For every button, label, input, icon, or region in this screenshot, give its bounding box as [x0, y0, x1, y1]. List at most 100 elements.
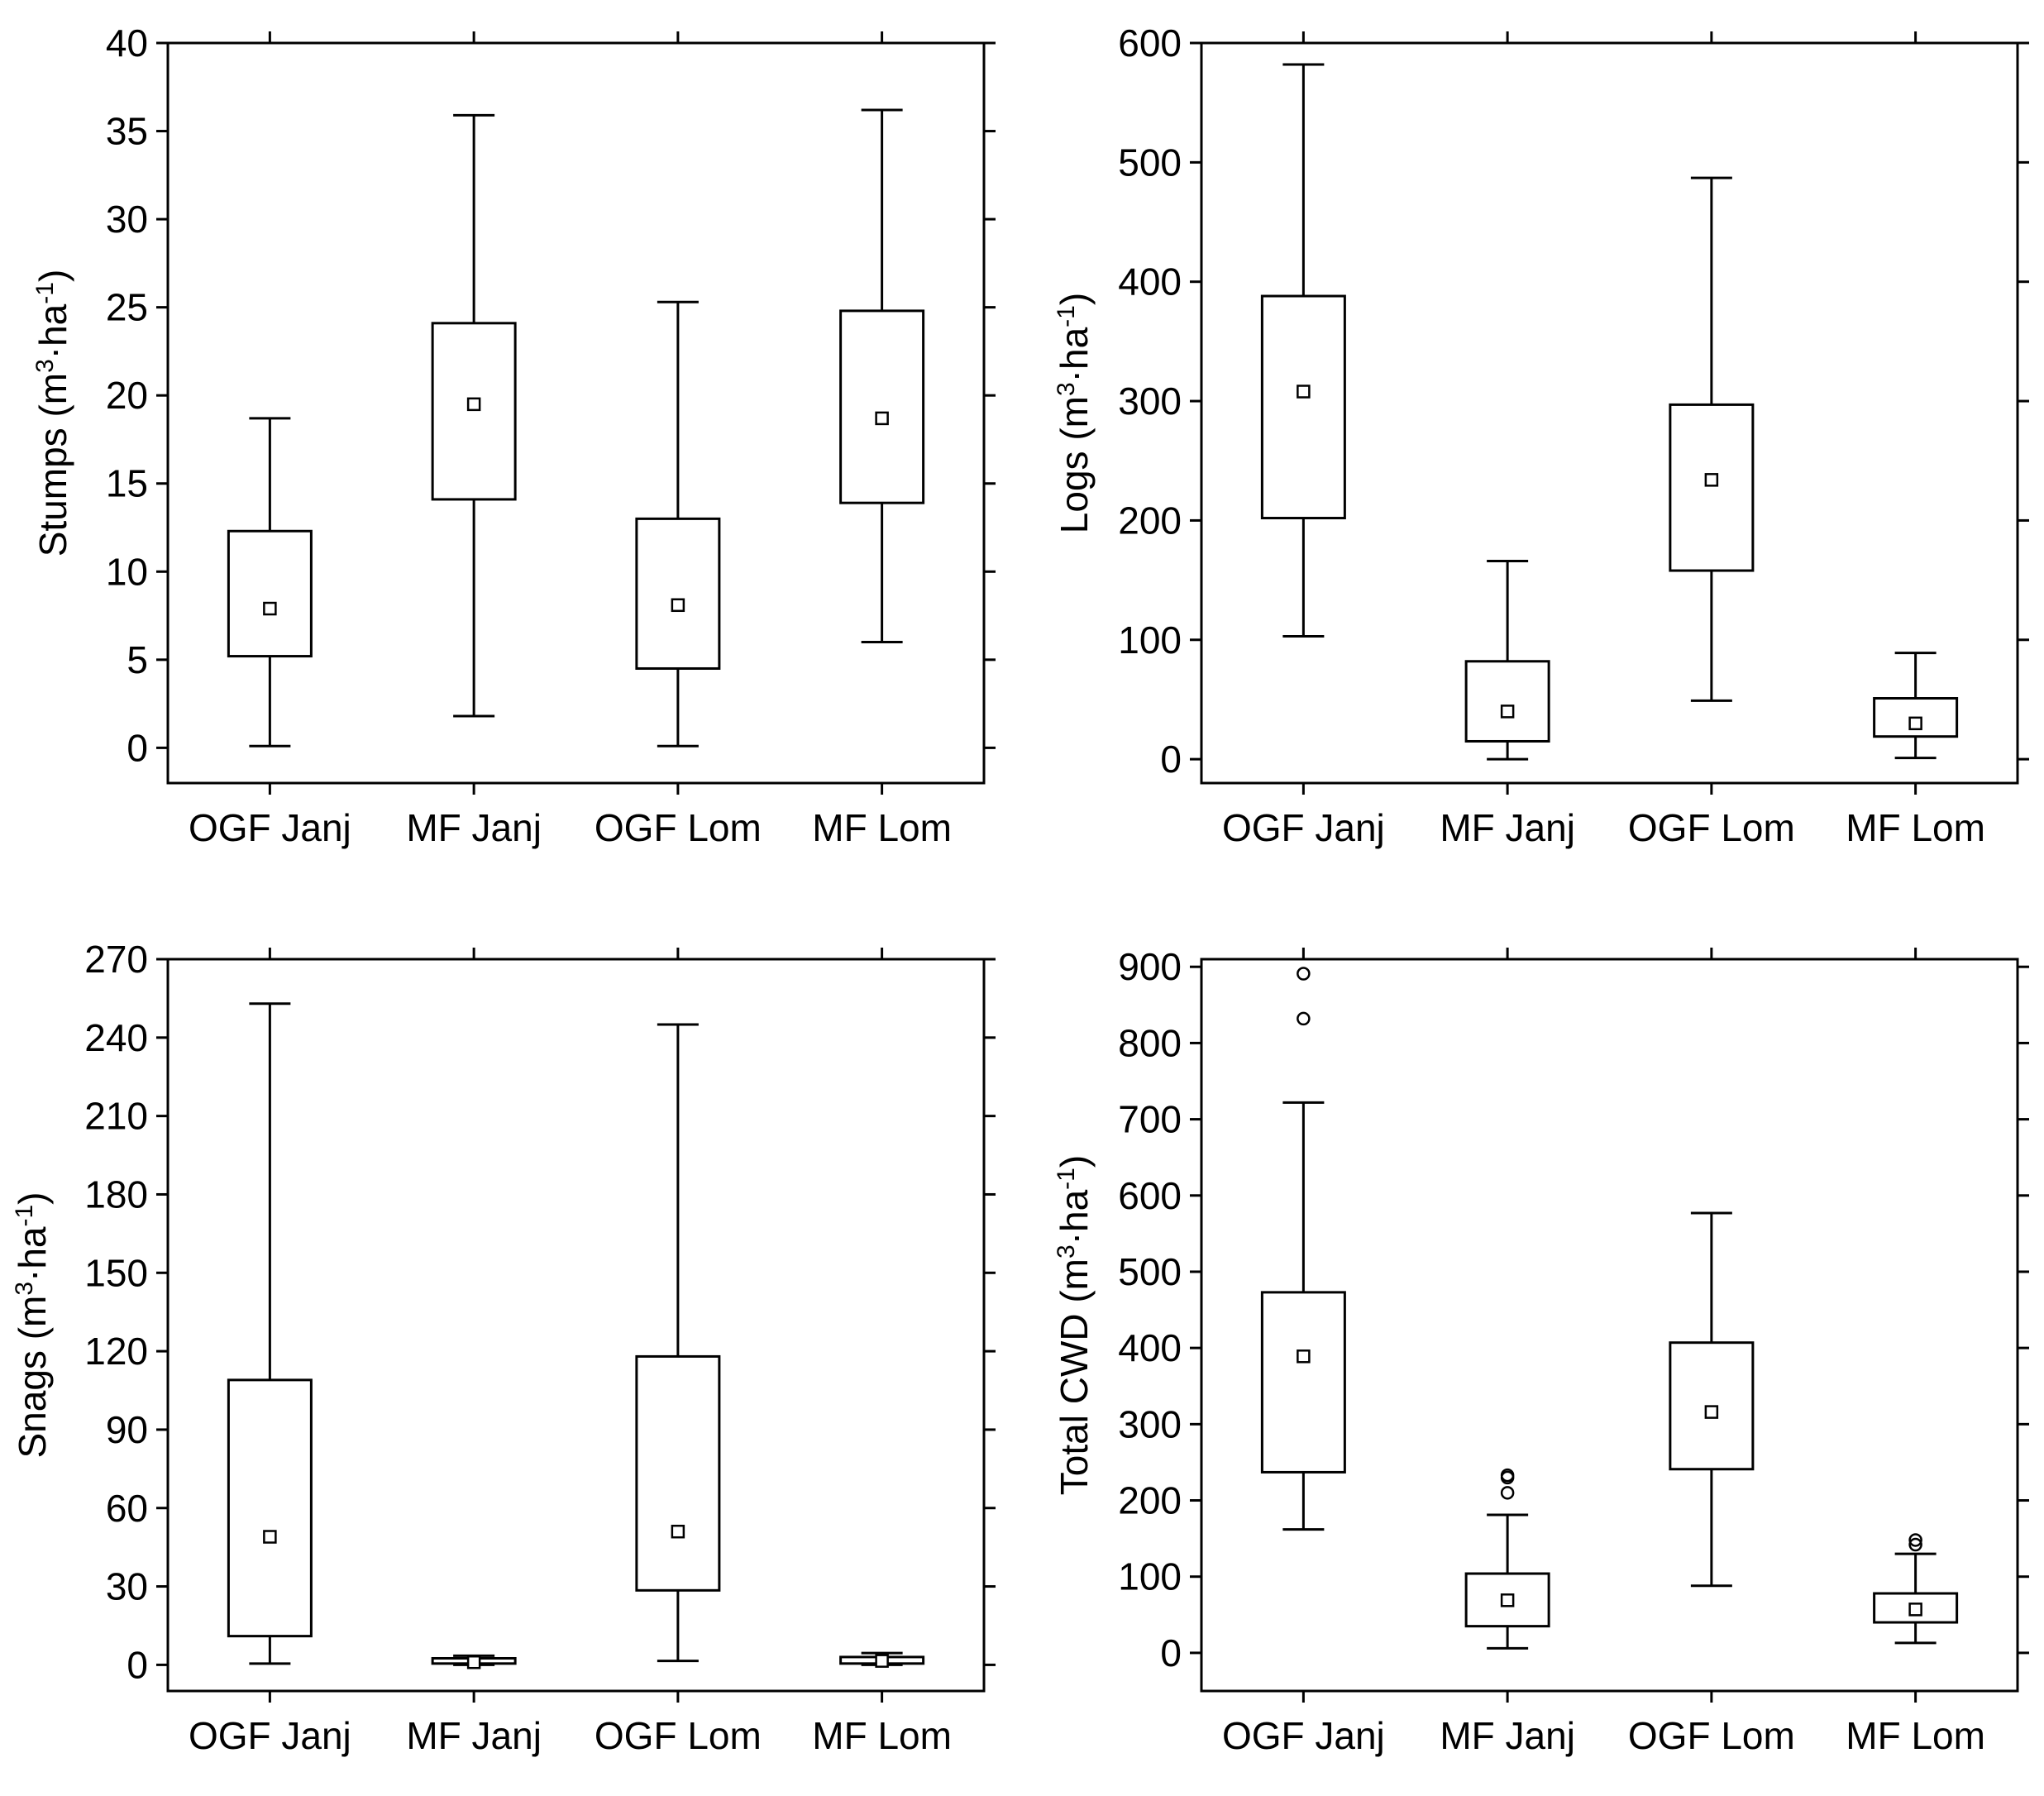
y-tick-label: 100 — [1118, 619, 1182, 662]
median-marker — [1297, 1349, 1311, 1364]
y-axis-title: Total CWD (m3·ha-1) — [1053, 1155, 1096, 1495]
median-marker — [263, 1530, 277, 1544]
x-tick-label: OGF Lom — [595, 806, 762, 849]
y-tick-label: 0 — [1160, 738, 1182, 781]
x-tick-label: OGF Lom — [1628, 806, 1795, 849]
box-group-mf-janj — [1464, 1468, 1550, 1650]
y-tick-label: 25 — [106, 286, 148, 329]
median-marker — [671, 1524, 685, 1539]
y-tick-label: 20 — [106, 374, 148, 417]
median-marker — [875, 1654, 889, 1668]
y-tick-label: 270 — [84, 938, 148, 981]
box-group-ogf-lom — [1669, 1211, 1755, 1588]
median-marker — [671, 598, 685, 613]
plot-frame — [166, 41, 986, 785]
median-marker — [875, 411, 889, 426]
x-tick-label: OGF Janj — [189, 806, 351, 849]
median-marker — [466, 397, 481, 412]
y-tick-label: 500 — [1118, 141, 1182, 184]
y-tick-label: 210 — [84, 1095, 148, 1138]
y-tick-label: 700 — [1118, 1098, 1182, 1141]
outlier-point — [1297, 1011, 1311, 1026]
iqr-box — [1669, 403, 1755, 572]
y-tick-label: 15 — [106, 462, 148, 505]
outlier-point — [1908, 1537, 1922, 1552]
x-tick-label: MF Lom — [1846, 1714, 1985, 1757]
y-tick-label: 60 — [106, 1487, 148, 1530]
box-group-ogf-janj — [1260, 967, 1346, 1531]
stumps-panel: 0 5 10 15 20 25 30 35 40 OGF Janj MF Janj OGF Lom MF… — [31, 21, 996, 849]
box-group-mf-lom — [839, 108, 925, 644]
x-tick-label: MF Lom — [812, 1714, 952, 1757]
median-marker — [1908, 716, 1922, 731]
y-axis-title: Logs (m3·ha-1) — [1053, 293, 1096, 533]
y-tick-label: 100 — [1118, 1555, 1182, 1598]
box-group-ogf-lom — [1669, 176, 1755, 702]
plot-frame — [166, 958, 986, 1693]
box-group-mf-lom — [839, 1651, 925, 1668]
plot-frame — [1200, 958, 2019, 1693]
outlier-point — [1500, 1486, 1515, 1500]
median-marker — [1704, 473, 1719, 487]
outlier-point — [1297, 967, 1311, 981]
y-tick-label: 10 — [106, 550, 148, 593]
y-tick-label: 0 — [1160, 1631, 1182, 1674]
box-group-mf-lom — [1873, 652, 1959, 760]
y-tick-label: 200 — [1118, 1479, 1182, 1522]
y-tick-label: 30 — [106, 198, 148, 241]
outlier-point — [1500, 1468, 1515, 1483]
y-tick-label: 200 — [1118, 499, 1182, 542]
y-axis-title: Stumps (m3·ha-1) — [31, 270, 75, 557]
y-tick-label: 0 — [127, 726, 148, 769]
total-cwd-panel: 0 100 200 300 400 500 600 700 800 900 OGF Janj MF J… — [1053, 945, 2029, 1757]
box-group-ogf-janj — [227, 417, 313, 748]
box-group-ogf-janj — [1260, 63, 1346, 638]
iqr-box — [635, 517, 721, 670]
logs-panel: 0 100 200 300 400 500 600 OGF Janj MF Janj OGF Lo… — [1053, 21, 2029, 849]
iqr-box — [839, 309, 925, 504]
y-tick-label: 180 — [84, 1173, 148, 1216]
x-tick-label: OGF Lom — [1628, 1714, 1795, 1757]
y-tick-label: 600 — [1118, 21, 1182, 64]
box-group-mf-janj — [1464, 560, 1550, 761]
iqr-box — [635, 1354, 721, 1592]
y-tick-label: 120 — [84, 1330, 148, 1373]
y-tick-label: 300 — [1118, 380, 1182, 423]
box-group-ogf-lom — [635, 300, 721, 748]
x-tick-label: MF Janj — [1440, 806, 1575, 849]
y-tick-label: 5 — [127, 638, 148, 681]
iqr-box — [431, 322, 517, 501]
x-tick-label: MF Janj — [406, 1714, 542, 1757]
iqr-box — [1260, 1291, 1346, 1474]
x-tick-label: OGF Lom — [595, 1714, 762, 1757]
plot-frame — [1200, 41, 2019, 785]
iqr-box — [227, 529, 313, 658]
y-tick-label: 240 — [84, 1016, 148, 1059]
x-tick-label: MF Janj — [1440, 1714, 1575, 1757]
x-tick-label: OGF Janj — [1222, 806, 1385, 849]
median-marker — [1704, 1405, 1719, 1419]
iqr-box — [1260, 294, 1346, 520]
box-group-ogf-janj — [227, 1002, 313, 1665]
y-tick-label: 40 — [106, 21, 148, 64]
x-tick-label: MF Lom — [1846, 806, 1985, 849]
y-tick-label: 500 — [1118, 1250, 1182, 1293]
y-tick-label: 90 — [106, 1408, 148, 1451]
y-tick-label: 800 — [1118, 1021, 1182, 1064]
box-group-mf-janj — [431, 1654, 517, 1669]
outlier-point — [1908, 1533, 1922, 1547]
iqr-box — [227, 1378, 313, 1638]
y-tick-label: 400 — [1118, 1326, 1182, 1369]
y-tick-label: 0 — [127, 1643, 148, 1686]
y-tick-label: 150 — [84, 1251, 148, 1294]
box-group-mf-lom — [1873, 1533, 1959, 1645]
iqr-box — [1464, 660, 1550, 743]
median-marker — [263, 601, 277, 616]
y-axis-title: Snags (m3·ha-1) — [11, 1192, 55, 1458]
box-group-mf-janj — [431, 113, 517, 718]
y-tick-label: 400 — [1118, 260, 1182, 303]
y-tick-label: 600 — [1118, 1174, 1182, 1217]
median-marker — [1908, 1603, 1922, 1617]
x-tick-label: MF Janj — [406, 806, 542, 849]
median-marker — [1500, 1593, 1515, 1607]
